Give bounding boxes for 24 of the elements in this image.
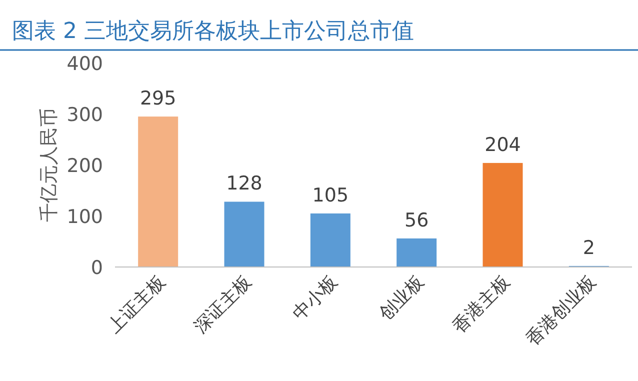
data-label: 56: [404, 209, 429, 232]
data-label: 105: [312, 184, 349, 206]
bar: [310, 213, 350, 267]
bar: [396, 238, 437, 267]
y-tick-label: 100: [66, 206, 103, 228]
y-tick-label: 0: [90, 257, 103, 279]
y-tick-label: 200: [66, 155, 103, 177]
x-tick-label: 中小板: [288, 272, 342, 325]
data-label: 204: [484, 134, 521, 156]
x-tick-label: 上证主板: [104, 272, 170, 338]
chart-title: 图表 2 三地交易所各板块上市公司总市值: [12, 19, 414, 44]
data-label: 128: [226, 172, 262, 195]
x-tick-label: 深证主板: [190, 272, 256, 338]
x-tick-label: 香港主板: [448, 272, 514, 338]
x-tick-label: 创业板: [375, 272, 428, 325]
data-label: 2: [582, 236, 595, 259]
y-tick-label: 400: [66, 53, 103, 75]
bar: [224, 202, 264, 267]
bar: [482, 162, 523, 267]
data-label: 295: [140, 88, 176, 110]
bar: [138, 116, 178, 267]
y-tick-label: 300: [66, 104, 103, 126]
x-tick-label: 香港创业板: [522, 272, 600, 350]
y-axis-title: 千亿元人民币: [38, 108, 60, 222]
